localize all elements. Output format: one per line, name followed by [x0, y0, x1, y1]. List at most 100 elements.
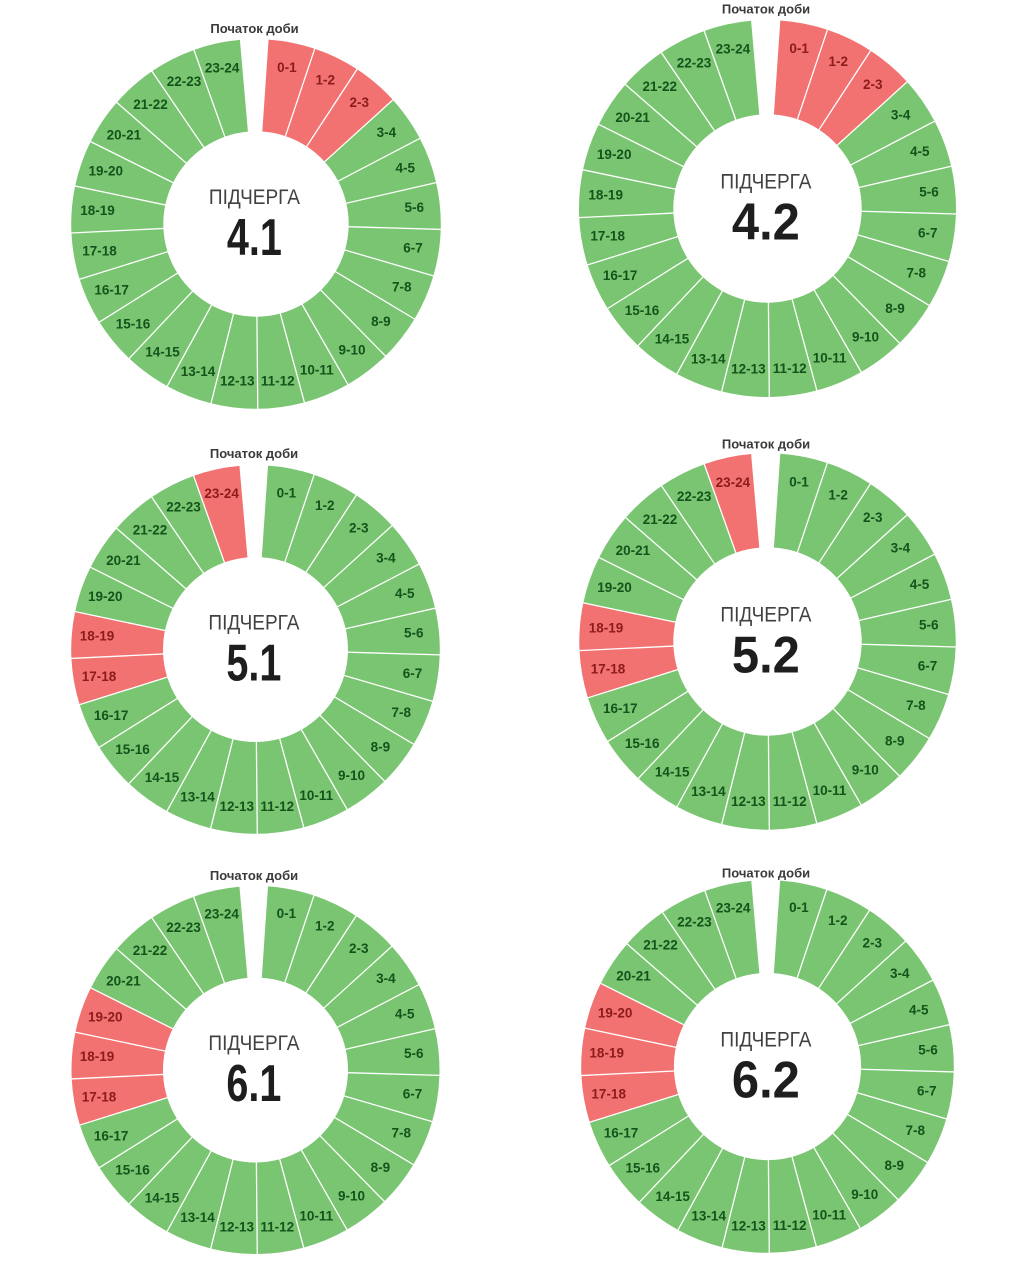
svg-text:19-20: 19-20	[88, 589, 123, 604]
svg-text:13-14: 13-14	[691, 351, 726, 366]
svg-text:21-22: 21-22	[133, 97, 168, 112]
svg-text:0-1: 0-1	[277, 485, 297, 500]
svg-text:14-15: 14-15	[655, 1189, 690, 1204]
svg-text:17-18: 17-18	[590, 229, 625, 244]
svg-text:0-1: 0-1	[277, 906, 297, 921]
svg-text:11-12: 11-12	[773, 1218, 807, 1233]
svg-text:4-5: 4-5	[910, 144, 930, 159]
svg-text:11-12: 11-12	[773, 794, 807, 809]
svg-text:4-5: 4-5	[395, 1007, 415, 1022]
svg-text:13-14: 13-14	[691, 784, 726, 799]
svg-text:2-3: 2-3	[349, 941, 369, 956]
svg-text:10-11: 10-11	[299, 1209, 333, 1224]
svg-text:12-13: 12-13	[731, 794, 766, 809]
svg-text:15-16: 15-16	[625, 303, 660, 318]
svg-text:9-10: 9-10	[851, 1187, 878, 1202]
svg-text:ПІДЧЕРГА: ПІДЧЕРГА	[208, 1032, 299, 1055]
svg-text:6.2: 6.2	[732, 1052, 800, 1110]
svg-text:5-6: 5-6	[404, 626, 424, 641]
svg-text:23-24: 23-24	[204, 907, 239, 922]
svg-text:8-9: 8-9	[371, 740, 391, 755]
svg-text:9-10: 9-10	[338, 343, 365, 358]
svg-text:13-14: 13-14	[180, 789, 215, 804]
svg-text:8-9: 8-9	[371, 314, 391, 329]
svg-text:8-9: 8-9	[885, 301, 905, 316]
svg-text:18-19: 18-19	[589, 621, 624, 636]
svg-text:6-7: 6-7	[918, 659, 938, 674]
svg-text:1-2: 1-2	[316, 73, 336, 88]
svg-text:7-8: 7-8	[392, 280, 412, 295]
svg-text:3-4: 3-4	[376, 971, 396, 986]
svg-text:5-6: 5-6	[919, 184, 939, 199]
svg-text:5-6: 5-6	[919, 617, 939, 632]
svg-text:3-4: 3-4	[377, 125, 397, 140]
svg-text:11-12: 11-12	[261, 373, 295, 388]
svg-text:Початок доби: Початок доби	[722, 2, 810, 17]
svg-text:22-23: 22-23	[166, 500, 201, 515]
svg-text:5-6: 5-6	[404, 200, 424, 215]
svg-text:7-8: 7-8	[906, 698, 926, 713]
svg-text:14-15: 14-15	[145, 1190, 180, 1205]
svg-text:6.1: 6.1	[226, 1055, 281, 1113]
svg-text:10-11: 10-11	[813, 350, 847, 365]
svg-text:9-10: 9-10	[338, 1189, 365, 1204]
svg-text:13-14: 13-14	[180, 1210, 215, 1225]
svg-text:7-8: 7-8	[391, 705, 411, 720]
svg-text:18-19: 18-19	[80, 629, 115, 644]
svg-text:16-17: 16-17	[603, 268, 638, 283]
svg-text:7-8: 7-8	[906, 265, 926, 280]
svg-text:4.1: 4.1	[227, 209, 282, 267]
svg-text:14-15: 14-15	[655, 764, 690, 779]
svg-text:12-13: 12-13	[220, 1220, 255, 1235]
svg-text:18-19: 18-19	[589, 1046, 624, 1061]
svg-text:6-7: 6-7	[403, 1087, 423, 1102]
svg-text:19-20: 19-20	[598, 1005, 633, 1020]
svg-text:0-1: 0-1	[277, 60, 297, 75]
svg-text:2-3: 2-3	[863, 77, 883, 92]
svg-text:9-10: 9-10	[852, 763, 879, 778]
svg-text:8-9: 8-9	[371, 1160, 391, 1175]
svg-text:6-7: 6-7	[403, 666, 423, 681]
svg-text:23-24: 23-24	[716, 901, 751, 916]
svg-text:4-5: 4-5	[909, 1002, 929, 1017]
svg-text:22-23: 22-23	[166, 920, 201, 935]
svg-text:Початок доби: Початок доби	[722, 437, 810, 452]
svg-text:5-6: 5-6	[404, 1046, 424, 1061]
svg-text:ПІДЧЕРГА: ПІДЧЕРГА	[720, 171, 811, 194]
svg-text:11-12: 11-12	[260, 1219, 294, 1234]
svg-text:18-19: 18-19	[588, 188, 623, 203]
svg-text:0-1: 0-1	[789, 900, 809, 915]
svg-text:20-21: 20-21	[616, 969, 651, 984]
svg-text:22-23: 22-23	[677, 915, 712, 930]
svg-text:17-18: 17-18	[82, 244, 117, 259]
svg-text:ПІДЧЕРГА: ПІДЧЕРГА	[209, 186, 300, 209]
svg-text:2-3: 2-3	[863, 510, 883, 525]
svg-text:6-7: 6-7	[917, 1084, 937, 1099]
svg-text:4-5: 4-5	[395, 586, 415, 601]
svg-text:Початок доби: Початок доби	[210, 446, 298, 461]
svg-text:6-7: 6-7	[403, 241, 423, 256]
svg-text:11-12: 11-12	[773, 361, 807, 376]
svg-text:23-24: 23-24	[716, 42, 751, 57]
svg-text:19-20: 19-20	[597, 147, 632, 162]
svg-text:17-18: 17-18	[591, 662, 626, 677]
svg-text:22-23: 22-23	[167, 74, 202, 89]
svg-text:15-16: 15-16	[115, 1163, 150, 1178]
svg-text:13-14: 13-14	[181, 364, 216, 379]
svg-text:7-8: 7-8	[906, 1123, 926, 1138]
svg-text:20-21: 20-21	[106, 553, 141, 568]
svg-text:8-9: 8-9	[884, 1158, 904, 1173]
svg-text:12-13: 12-13	[220, 374, 255, 389]
svg-text:3-4: 3-4	[890, 966, 910, 981]
svg-text:5.2: 5.2	[732, 627, 800, 685]
svg-text:12-13: 12-13	[220, 799, 255, 814]
svg-text:23-24: 23-24	[716, 475, 751, 490]
svg-text:20-21: 20-21	[106, 973, 141, 988]
svg-text:19-20: 19-20	[597, 580, 632, 595]
svg-text:13-14: 13-14	[691, 1209, 726, 1224]
svg-text:21-22: 21-22	[133, 943, 168, 958]
svg-text:ПІДЧЕРГА: ПІДЧЕРГА	[720, 1029, 811, 1052]
svg-text:20-21: 20-21	[107, 127, 142, 142]
svg-text:16-17: 16-17	[94, 282, 129, 297]
svg-text:21-22: 21-22	[643, 79, 678, 94]
